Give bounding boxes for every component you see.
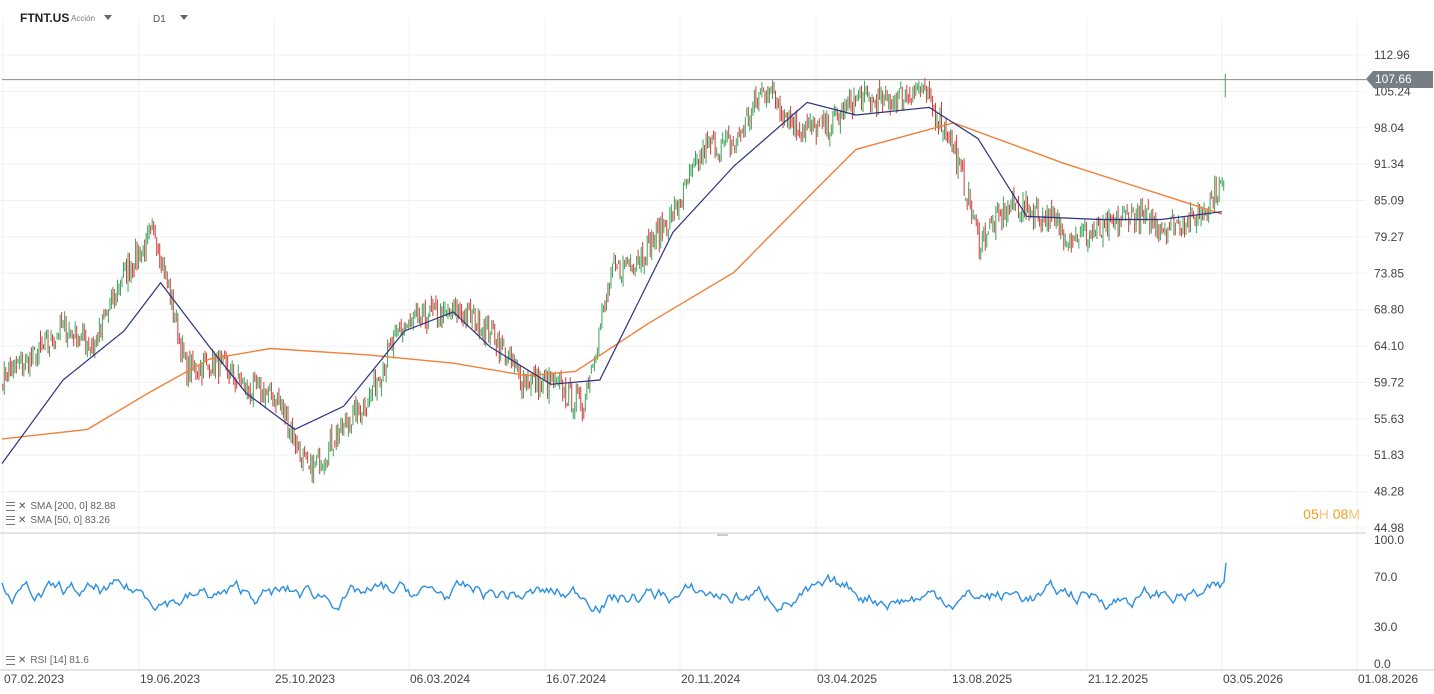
sma50-legend-label: SMA [50, 0] 83.26	[30, 515, 110, 526]
time-tick-label: 19.06.2023	[140, 672, 200, 686]
sma200-legend[interactable]: ✕ SMA [200, 0] 82.88	[6, 501, 115, 512]
close-icon[interactable]: ✕	[18, 501, 27, 512]
timeframe-label[interactable]: D1	[153, 14, 166, 25]
price-tick-label: 44.98	[1374, 521, 1404, 535]
timeframe-dropdown-icon[interactable]	[180, 15, 188, 20]
symbol-label[interactable]: FTNT.US	[20, 11, 70, 25]
time-tick-label: 25.10.2023	[275, 672, 335, 686]
sma50-line	[1, 101, 1223, 464]
time-tick-label: 03.04.2025	[817, 672, 877, 686]
rsi-legend-label: RSI [14] 81.6	[30, 655, 89, 666]
price-tick-label: 64.10	[1374, 339, 1404, 353]
symbol-dropdown-icon[interactable]	[104, 15, 112, 20]
price-tick-label: 59.72	[1374, 375, 1404, 389]
rsi-tick-label: 100.0	[1374, 533, 1404, 547]
close-icon[interactable]: ✕	[18, 655, 27, 666]
rsi-tick-label: 30.0	[1374, 620, 1398, 634]
time-tick-label: 03.05.2026	[1223, 672, 1283, 686]
sma50-legend[interactable]: ✕ SMA [50, 0] 83.26	[6, 515, 110, 526]
rsi-legend[interactable]: ✕ RSI [14] 81.6	[6, 655, 89, 666]
rsi-axis[interactable]: 100.0 70.0 30.0 0.0	[1374, 533, 1404, 671]
price-axis[interactable]: 112.96105.2498.0491.3485.0979.2773.8568.…	[1374, 48, 1411, 535]
price-tick-label: 68.80	[1374, 303, 1404, 317]
menu-icon[interactable]	[6, 516, 15, 525]
price-tick-label: 55.63	[1374, 412, 1404, 426]
candle-countdown: 05H 08M	[1303, 506, 1360, 522]
menu-icon[interactable]	[6, 656, 15, 665]
time-tick-label: 07.02.2023	[4, 672, 64, 686]
rsi-tick-label: 0.0	[1374, 657, 1391, 671]
price-tick-label: 85.09	[1374, 194, 1404, 208]
price-tick-label: 51.83	[1374, 448, 1404, 462]
time-axis[interactable]: 07.02.2023 19.06.2023 25.10.2023 06.03.2024…	[4, 672, 1418, 686]
time-tick-label: 01.08.2026	[1358, 672, 1418, 686]
time-tick-label: 16.07.2024	[546, 672, 606, 686]
menu-icon[interactable]	[6, 502, 15, 511]
price-tick-label: 73.85	[1374, 266, 1404, 280]
countdown-minutes: 08	[1332, 506, 1349, 522]
time-tick-label: 21.12.2025	[1088, 672, 1148, 686]
rsi-tick-label: 70.0	[1374, 570, 1398, 584]
countdown-hours-unit: H	[1318, 506, 1329, 522]
price-tick-label: 112.96	[1374, 48, 1410, 62]
close-icon[interactable]: ✕	[18, 515, 27, 526]
grid-lines	[0, 18, 1366, 670]
price-tick-label: 98.04	[1374, 121, 1404, 135]
time-tick-label: 20.11.2024	[681, 672, 740, 686]
rsi-line	[1, 562, 1227, 615]
current-price-badge: 107.66	[1366, 71, 1433, 88]
countdown-minutes-unit: M	[1348, 506, 1360, 522]
sma200-line	[1, 122, 1223, 440]
price-tick-label: 91.34	[1374, 157, 1404, 171]
sma200-legend-label: SMA [200, 0] 82.88	[30, 501, 116, 512]
price-tick-label: 79.27	[1374, 230, 1404, 244]
countdown-hours: 05	[1303, 506, 1319, 522]
asset-type-label: Acción	[71, 14, 96, 23]
time-tick-label: 13.08.2025	[952, 672, 1012, 686]
price-tick-label: 48.28	[1374, 485, 1404, 499]
chart-toolbar: FTNT.US Acción D1	[0, 0, 1434, 36]
candlestick-series	[2, 73, 1226, 484]
time-tick-label: 06.03.2024	[410, 672, 470, 686]
